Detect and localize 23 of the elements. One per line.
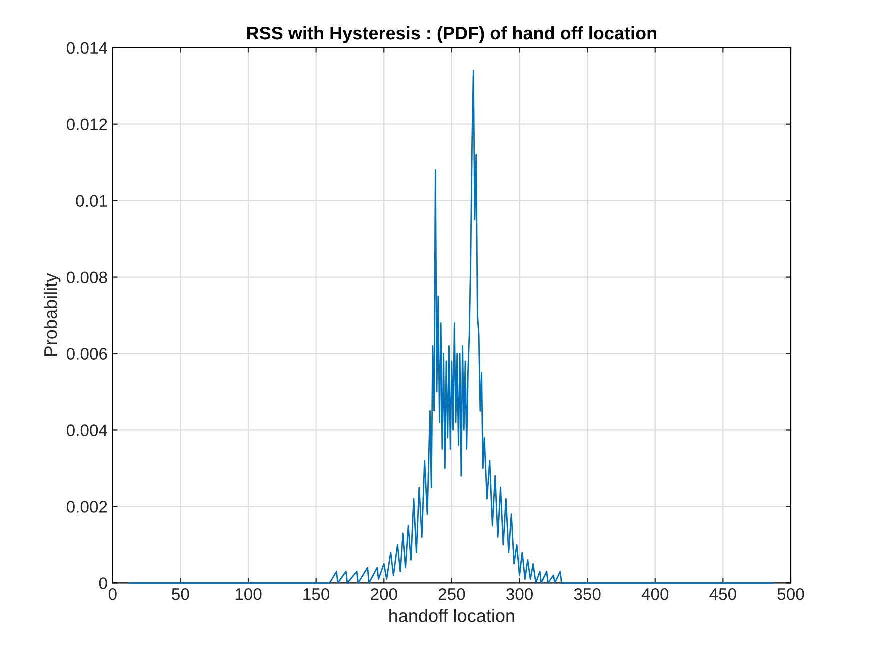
y-tick-label: 0 bbox=[99, 578, 108, 590]
chart-title: RSS with Hysteresis : (PDF) of hand off location bbox=[248, 26, 656, 44]
y-tick-label: 0.01 bbox=[76, 195, 108, 208]
x-tick-label: 350 bbox=[574, 588, 601, 600]
y-tick-label: 0.014 bbox=[66, 42, 108, 54]
x-tick-label: 250 bbox=[438, 588, 466, 600]
y-tick-label: 0.012 bbox=[66, 118, 108, 131]
x-tick-label: 400 bbox=[642, 588, 669, 600]
x-tick-label: 200 bbox=[371, 588, 398, 600]
y-tick-label: 0.006 bbox=[66, 348, 108, 360]
x-tick-label: 0 bbox=[108, 588, 117, 600]
y-tick-label: 0.002 bbox=[66, 501, 108, 513]
x-tick-label: 100 bbox=[236, 588, 262, 600]
y-axis-title: Probability bbox=[44, 273, 61, 356]
x-tick-label: 300 bbox=[506, 588, 534, 600]
x-tick-label: 500 bbox=[778, 588, 804, 600]
y-tick-label: 0.004 bbox=[66, 424, 108, 436]
x-tick-label: 450 bbox=[710, 588, 736, 600]
x-tick-label: 50 bbox=[172, 588, 190, 600]
y-tick-label: 0.008 bbox=[66, 272, 108, 284]
line-series bbox=[128, 70, 774, 584]
x-axis-title: handoff location bbox=[390, 609, 514, 622]
x-tick-label: 150 bbox=[304, 588, 330, 600]
